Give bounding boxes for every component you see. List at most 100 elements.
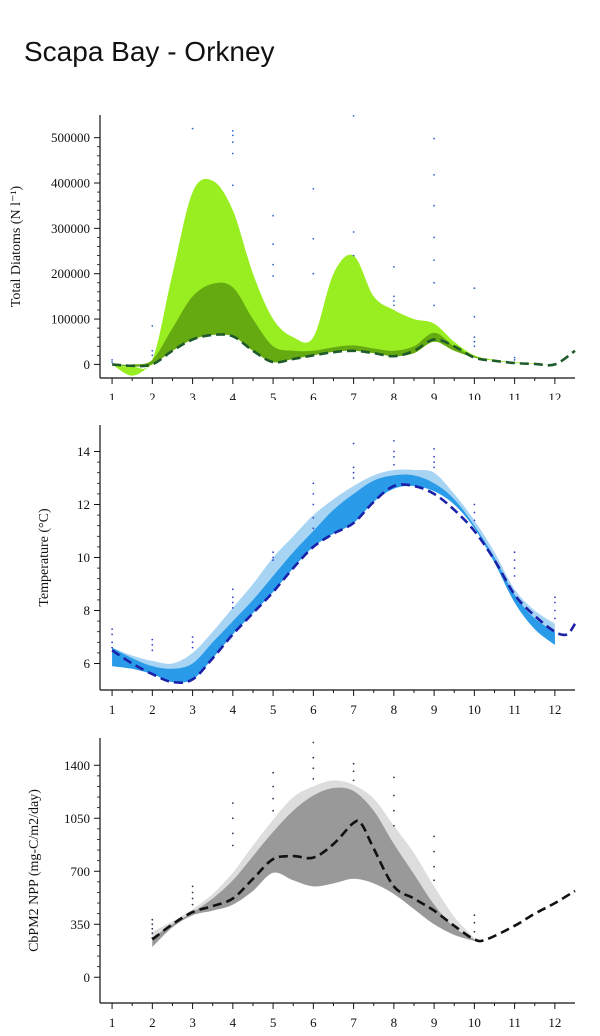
data-point <box>433 455 435 458</box>
median-line <box>111 483 577 684</box>
data-point <box>473 287 476 290</box>
data-point <box>473 519 476 522</box>
x-tick-label: 10 <box>468 390 481 400</box>
x-tick-label: 8 <box>391 702 398 715</box>
data-point <box>272 551 274 554</box>
x-tick-label: 1 <box>109 702 116 715</box>
data-point <box>473 340 476 343</box>
median-line <box>151 819 576 943</box>
x-tick-label: 1 <box>109 390 116 400</box>
data-point <box>151 932 154 935</box>
data-point <box>513 575 516 577</box>
data-point <box>473 336 476 339</box>
data-point <box>231 130 234 132</box>
x-tick-label: 5 <box>270 1015 277 1030</box>
data-point <box>312 493 315 495</box>
data-point <box>433 137 435 140</box>
data-point <box>231 596 234 599</box>
data-point <box>433 865 435 868</box>
y-tick-label: 500000 <box>51 130 90 145</box>
data-point <box>272 771 274 774</box>
y-tick-label: 700 <box>71 864 91 879</box>
y-tick-label: 400000 <box>51 176 90 191</box>
data-point <box>393 455 395 458</box>
x-tick-label: 6 <box>310 702 317 715</box>
x-tick-label: 4 <box>230 702 237 715</box>
x-tick-label: 10 <box>468 1015 481 1030</box>
data-point <box>433 259 435 261</box>
data-point <box>231 817 234 820</box>
data-point <box>473 914 476 917</box>
data-point <box>231 134 234 137</box>
data-point <box>191 891 194 894</box>
bands <box>112 469 555 683</box>
data-point <box>433 835 435 838</box>
data-point <box>433 204 435 207</box>
data-point <box>473 503 476 506</box>
data-point <box>393 266 395 268</box>
data-point <box>111 628 113 630</box>
data-point <box>513 567 516 569</box>
data-point <box>393 295 395 298</box>
data-point <box>393 300 395 302</box>
data-point <box>312 516 315 519</box>
data-point <box>393 794 395 797</box>
x-tick-label: 10 <box>468 702 481 715</box>
x-tick-label: 3 <box>189 702 196 715</box>
data-point <box>433 236 435 239</box>
observation-points <box>111 115 516 363</box>
data-point <box>151 354 154 357</box>
x-tick-label: 12 <box>548 390 561 400</box>
x-tick-label: 12 <box>548 702 561 715</box>
data-point <box>473 345 476 348</box>
x-tick-label: 6 <box>310 1015 317 1030</box>
band-inner <box>112 282 555 367</box>
data-point <box>473 921 476 924</box>
data-point <box>393 824 395 827</box>
data-point <box>352 477 355 479</box>
data-point <box>352 471 355 474</box>
y-axis-title: CbPM2 NPP (mg-C/m2/day) <box>27 789 42 952</box>
data-point <box>352 254 355 257</box>
data-point <box>513 559 516 561</box>
bands <box>112 178 555 376</box>
data-point <box>191 127 194 130</box>
band-inner <box>112 474 555 683</box>
x-tick-label: 11 <box>508 702 521 715</box>
data-point <box>312 756 315 759</box>
median-line <box>112 333 576 368</box>
data-point <box>352 779 355 782</box>
data-point <box>393 440 395 442</box>
data-point <box>554 609 556 612</box>
data-point <box>352 466 355 469</box>
data-point <box>231 141 234 144</box>
y-tick-label: 10 <box>77 550 90 565</box>
x-tick-label: 3 <box>189 390 196 400</box>
data-point <box>312 503 315 506</box>
data-point <box>272 556 274 559</box>
x-tick-label: 7 <box>350 390 357 400</box>
y-tick-label: 300000 <box>51 221 90 236</box>
x-tick-label: 8 <box>391 1015 398 1030</box>
data-point <box>231 607 234 609</box>
data-point <box>191 897 194 900</box>
data-point <box>191 636 194 638</box>
data-point <box>312 741 315 744</box>
x-tick-label: 5 <box>270 702 277 715</box>
data-point <box>473 930 476 933</box>
data-point <box>393 450 395 453</box>
data-point <box>151 638 154 641</box>
data-point <box>231 844 234 847</box>
data-point <box>272 243 274 246</box>
data-point <box>352 115 355 117</box>
data-point <box>513 356 516 359</box>
data-point <box>352 770 355 773</box>
x-tick-label: 1 <box>109 1015 116 1030</box>
data-point <box>151 927 154 930</box>
diatoms-chart: 1 2 3 4 5 6 7 8 9 10 11 120100000200000300000400000… <box>9 115 576 400</box>
x-tick-label: 2 <box>149 390 156 400</box>
data-point <box>231 802 234 804</box>
y-tick-label: 1050 <box>64 811 90 826</box>
y-tick-label: 200000 <box>51 266 90 281</box>
data-point <box>231 588 234 591</box>
